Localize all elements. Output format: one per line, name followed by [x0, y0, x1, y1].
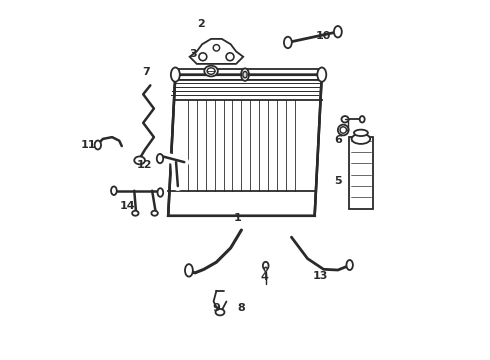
Text: 8: 8	[238, 303, 245, 313]
Ellipse shape	[216, 309, 224, 315]
Polygon shape	[168, 75, 322, 216]
Text: 13: 13	[312, 271, 328, 281]
Bar	[349, 137, 372, 208]
Ellipse shape	[185, 264, 193, 276]
Text: 11: 11	[81, 140, 97, 150]
Ellipse shape	[213, 45, 220, 51]
Text: 5: 5	[334, 176, 342, 186]
Ellipse shape	[207, 68, 215, 74]
Ellipse shape	[157, 154, 163, 163]
Ellipse shape	[204, 66, 218, 76]
Ellipse shape	[346, 260, 353, 270]
Text: 2: 2	[197, 18, 205, 28]
Ellipse shape	[243, 71, 247, 78]
Ellipse shape	[284, 37, 292, 48]
Ellipse shape	[338, 125, 348, 135]
Ellipse shape	[157, 188, 163, 197]
Ellipse shape	[354, 130, 368, 136]
Ellipse shape	[264, 267, 267, 271]
Text: 10: 10	[316, 31, 331, 41]
Ellipse shape	[95, 140, 101, 149]
Ellipse shape	[263, 262, 269, 270]
Ellipse shape	[318, 67, 326, 82]
Ellipse shape	[340, 127, 346, 133]
Text: 12: 12	[137, 160, 152, 170]
Text: 9: 9	[213, 303, 220, 313]
Ellipse shape	[151, 211, 158, 216]
Text: 3: 3	[190, 49, 197, 59]
Text: 6: 6	[334, 135, 342, 145]
Ellipse shape	[334, 26, 342, 37]
Ellipse shape	[132, 211, 139, 216]
Ellipse shape	[134, 157, 145, 164]
Ellipse shape	[241, 68, 249, 81]
Ellipse shape	[360, 116, 365, 122]
Polygon shape	[190, 39, 243, 64]
Ellipse shape	[171, 67, 180, 82]
Ellipse shape	[199, 53, 207, 61]
Ellipse shape	[111, 186, 117, 195]
Ellipse shape	[352, 134, 370, 144]
Text: 7: 7	[142, 67, 149, 77]
Text: 1: 1	[233, 212, 241, 222]
Text: 14: 14	[119, 201, 135, 211]
Ellipse shape	[342, 116, 348, 122]
Text: 4: 4	[261, 272, 269, 282]
Ellipse shape	[226, 53, 234, 61]
